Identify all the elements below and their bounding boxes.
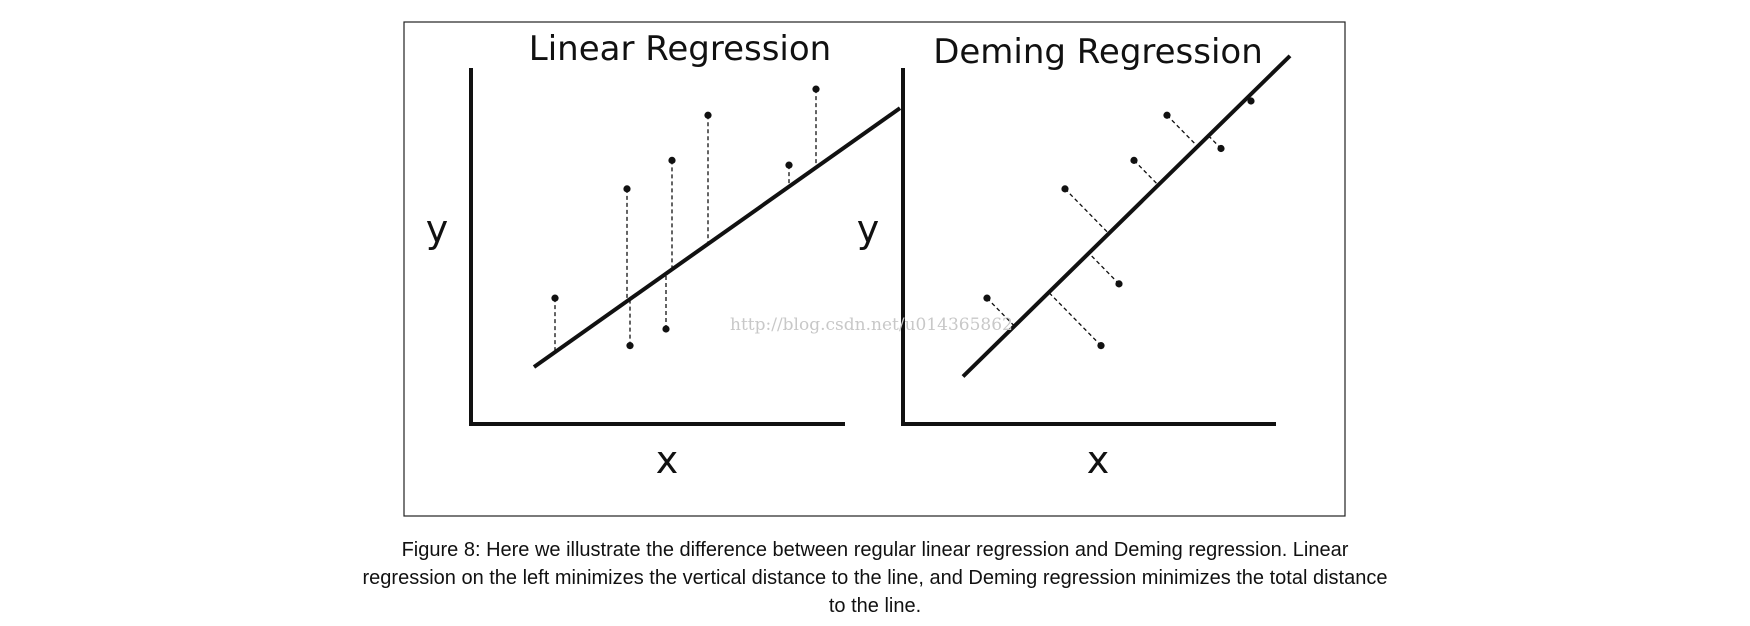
x-axis-label-left: x [656,438,679,482]
residual-line [1048,291,1102,347]
data-points-deming [983,97,1255,350]
caption-line-2: regression on the left minimizes the ver… [362,567,1388,589]
data-point [1061,185,1069,193]
data-point [668,156,676,164]
figure-caption: Figure 8: Here we illustrate the differe… [270,536,1480,620]
data-point [983,294,991,302]
data-point [626,342,634,350]
data-point [704,111,712,119]
panel-deming-regression: Deming Regression y x [857,32,1292,482]
data-point [1247,97,1255,105]
residual-line [1133,159,1159,186]
data-point [812,85,820,93]
regression-line-deming [961,54,1292,378]
data-point [1217,144,1225,153]
panel-linear-regression: Linear Regression y x [426,29,902,482]
regression-line [961,54,1292,378]
residual-line [1088,252,1120,285]
data-point [1163,111,1171,119]
regression-line [532,106,902,369]
y-axis-label-right: y [857,207,880,251]
residual-line [1064,188,1110,234]
figure-frame [403,21,1346,517]
data-point [662,325,670,333]
x-axis-label-right: x [1087,438,1110,482]
y-axis-label-left: y [426,207,449,251]
caption-line-1: Figure 8: Here we illustrate the differe… [401,539,1349,561]
residual-lines-linear [554,89,817,353]
regression-line-linear [532,106,902,369]
panel-title-deming: Deming Regression [933,32,1263,72]
data-point [551,294,559,302]
data-point [623,185,631,193]
watermark: http://blog.csdn.net/u014365862 [730,315,1013,335]
data-point [1115,280,1123,288]
data-point [1097,342,1105,350]
data-point [1130,156,1138,164]
caption-line-3: to the line. [828,595,922,617]
residual-lines-deming [986,97,1252,347]
panel-title-linear: Linear Regression [529,29,831,69]
data-points-linear [551,85,820,350]
residual-line [1166,114,1199,147]
data-point [785,161,793,169]
